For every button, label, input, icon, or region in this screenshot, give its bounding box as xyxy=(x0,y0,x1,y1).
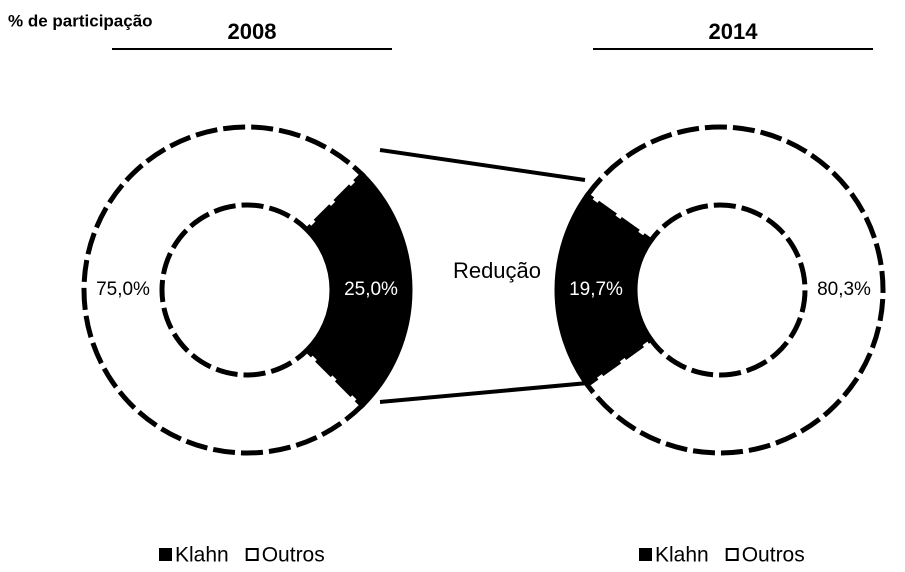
legend-swatch xyxy=(159,548,172,561)
value-label: 75,0% xyxy=(96,279,150,300)
legend-label: Klahn xyxy=(175,544,229,567)
header: % de participação xyxy=(8,11,153,30)
legend-label: Outros xyxy=(742,544,805,567)
annotation: Redução xyxy=(453,258,541,283)
legend-swatch xyxy=(639,548,652,561)
donut-segment xyxy=(554,191,655,389)
value-label: 19,7% xyxy=(569,279,623,300)
connector xyxy=(379,148,586,182)
donut-segment xyxy=(303,171,413,409)
chart-title: 2008 xyxy=(228,19,277,44)
legend-label: Outros xyxy=(262,544,325,567)
legend-swatch xyxy=(245,548,259,561)
chart-title: 2014 xyxy=(709,19,759,44)
legend-label: Klahn xyxy=(655,544,709,567)
value-label: 80,3% xyxy=(817,279,871,300)
donut-segment xyxy=(583,124,886,456)
connector xyxy=(379,381,589,404)
legend-swatch xyxy=(725,548,739,561)
value-label: 25,0% xyxy=(344,279,398,300)
donut-segment xyxy=(81,124,366,456)
